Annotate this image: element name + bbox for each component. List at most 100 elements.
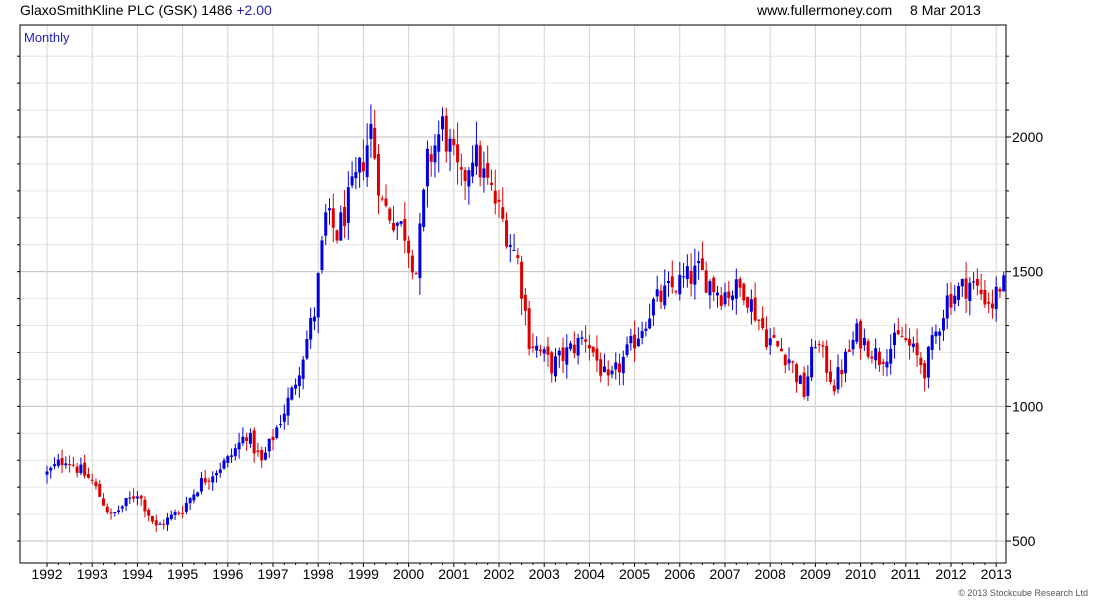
candle-body — [260, 449, 264, 461]
candle-up — [621, 350, 625, 386]
candle-down — [904, 323, 908, 343]
candle-body — [361, 162, 365, 172]
candle-up — [425, 140, 429, 208]
candle-body — [994, 286, 998, 309]
candle-down — [746, 296, 750, 313]
candle-body — [851, 339, 855, 350]
candle-down — [456, 122, 460, 185]
candle-body — [425, 148, 429, 187]
candle-body — [859, 320, 863, 349]
candle-down — [388, 206, 392, 225]
candle-up — [166, 512, 170, 532]
candle-body — [135, 496, 139, 499]
candle-up — [56, 453, 60, 469]
candle-body — [113, 512, 117, 514]
candle-body — [56, 459, 60, 466]
candle-body — [979, 289, 983, 295]
candle-body — [83, 462, 87, 476]
candle-down — [802, 366, 806, 400]
x-tick-label: 2008 — [755, 566, 786, 582]
candle-body — [196, 492, 200, 497]
candle-down — [896, 317, 900, 336]
candle-up — [1002, 271, 1006, 292]
candle-up — [282, 404, 286, 430]
candle-up — [248, 428, 252, 448]
candle-body — [305, 339, 309, 359]
candle-down — [550, 350, 554, 383]
candle-body — [166, 517, 170, 525]
candle-up — [968, 277, 972, 316]
candle-up — [196, 491, 200, 498]
candle-body — [474, 144, 478, 167]
candle-down — [520, 255, 524, 316]
candle-down — [791, 360, 795, 374]
candle-body — [139, 495, 143, 499]
candle-body — [459, 167, 463, 170]
candle-down — [373, 109, 377, 160]
candle-down — [109, 508, 113, 520]
candle-body — [591, 346, 595, 353]
candle-body — [791, 361, 795, 363]
candle-down — [493, 169, 497, 215]
candle-body — [448, 138, 452, 152]
candle-body — [877, 351, 881, 365]
candle-up — [113, 511, 117, 517]
candle-body — [904, 338, 908, 341]
candle-down — [154, 514, 158, 533]
candle-body — [523, 294, 527, 311]
candle-body — [94, 481, 98, 487]
candle-down — [376, 144, 380, 215]
candle-down — [271, 429, 275, 451]
candle-body — [143, 499, 147, 512]
candle-body — [780, 348, 783, 352]
candle-up — [448, 128, 452, 172]
candle-up — [625, 336, 629, 358]
candle-down — [964, 262, 968, 313]
candle-up — [862, 328, 866, 352]
candle-up — [192, 489, 196, 504]
x-tick-label: 1994 — [122, 566, 153, 582]
candle-body — [542, 349, 546, 354]
candle-up — [945, 283, 949, 329]
candle-up — [339, 205, 343, 241]
candle-body — [184, 503, 188, 512]
candle-body — [712, 277, 716, 293]
candle-body — [109, 512, 113, 514]
candle-down — [561, 337, 565, 373]
candle-body — [983, 289, 987, 305]
candle-body — [290, 387, 294, 400]
price-change: +2.00 — [236, 2, 272, 18]
candle-up — [120, 504, 124, 513]
candle-up — [512, 233, 516, 252]
candle-down — [497, 189, 501, 218]
candle-down — [75, 463, 79, 478]
candle-down — [919, 352, 923, 375]
candle-up — [667, 271, 670, 297]
candle-up — [938, 328, 942, 351]
candle-body — [693, 265, 697, 285]
candle-body — [614, 362, 618, 370]
candle-down — [832, 379, 836, 396]
candle-body — [365, 145, 369, 178]
candle-down — [531, 333, 535, 353]
candle-body — [817, 344, 821, 346]
candle-body — [233, 448, 237, 457]
candle-body — [267, 438, 271, 452]
candle-down — [414, 271, 418, 275]
candle-up — [576, 333, 580, 365]
candle-up — [636, 327, 640, 348]
website-link[interactable]: www.fullermoney.com — [757, 2, 893, 18]
candle-body — [392, 222, 396, 231]
candles — [45, 104, 1006, 533]
candle-body — [275, 427, 279, 438]
x-tick-label: 2004 — [574, 566, 605, 582]
candle-up — [482, 151, 486, 193]
candle-up — [602, 353, 606, 373]
candle-body — [708, 281, 712, 296]
candle-body — [410, 255, 414, 273]
candle-body — [256, 450, 260, 453]
candle-down — [505, 212, 509, 249]
candle-down — [343, 189, 347, 239]
period-label: Monthly — [24, 30, 70, 45]
x-tick-label: 2011 — [891, 566, 921, 582]
